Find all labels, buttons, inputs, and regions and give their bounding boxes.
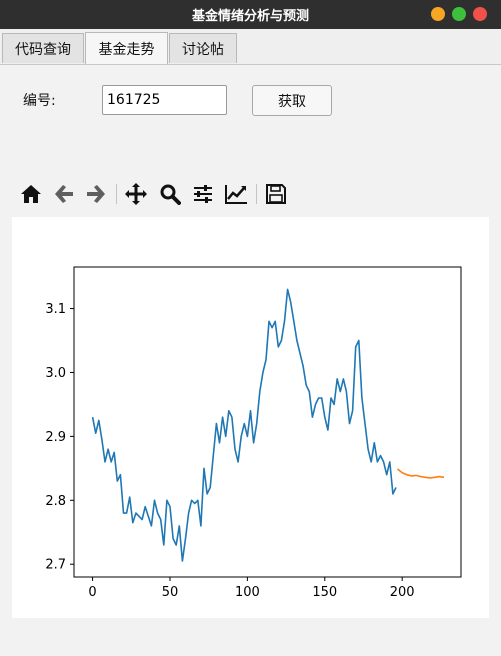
configure-subplots-icon[interactable] [190, 180, 216, 208]
tab-code-query[interactable]: 代码查询 [2, 33, 84, 63]
code-label: 编号: [23, 93, 56, 109]
y-tick-label: 3.1 [45, 302, 66, 317]
back-icon[interactable] [51, 180, 77, 208]
tab-bar: 代码查询 基金走势 讨论帖 [0, 29, 501, 65]
maximize-button[interactable] [452, 7, 466, 21]
home-icon[interactable] [18, 180, 44, 208]
zoom-icon[interactable] [157, 180, 183, 208]
close-button[interactable] [473, 7, 487, 21]
x-tick-label: 0 [88, 585, 96, 600]
forward-icon[interactable] [83, 180, 109, 208]
edit-axis-icon[interactable] [223, 180, 249, 208]
pan-icon[interactable] [123, 180, 149, 208]
series-line-history [91, 288, 397, 562]
window-titlebar: 基金情绪分析与预测 [0, 0, 501, 29]
toolbar-separator [256, 184, 257, 204]
window-title: 基金情绪分析与预测 [191, 9, 309, 24]
toolbar-separator [116, 184, 117, 204]
tab-discussion[interactable]: 讨论帖 [169, 33, 237, 63]
y-tick-label: 2.8 [45, 494, 66, 509]
x-tick-label: 100 [235, 585, 260, 600]
fetch-button[interactable]: 获取 [252, 85, 332, 116]
code-input[interactable] [102, 85, 227, 115]
x-tick-label: 150 [312, 585, 337, 600]
x-tick-label: 200 [390, 585, 415, 600]
y-tick-label: 2.7 [45, 558, 66, 573]
save-icon[interactable] [263, 180, 289, 208]
tab-fund-trend[interactable]: 基金走势 [85, 32, 168, 64]
x-tick-label: 50 [162, 585, 179, 600]
axes-frame [73, 266, 462, 578]
line-chart: 0 50 100 150 200 2.7 2.8 2.9 3.0 3.1 [45, 266, 462, 600]
plot-canvas[interactable]: 0 50 100 150 200 2.7 2.8 2.9 3.0 3.1 [12, 217, 489, 618]
minimize-button[interactable] [431, 7, 445, 21]
y-tick-label: 2.9 [45, 430, 66, 445]
series-line-forecast [396, 468, 445, 479]
y-tick-label: 3.0 [45, 366, 66, 381]
